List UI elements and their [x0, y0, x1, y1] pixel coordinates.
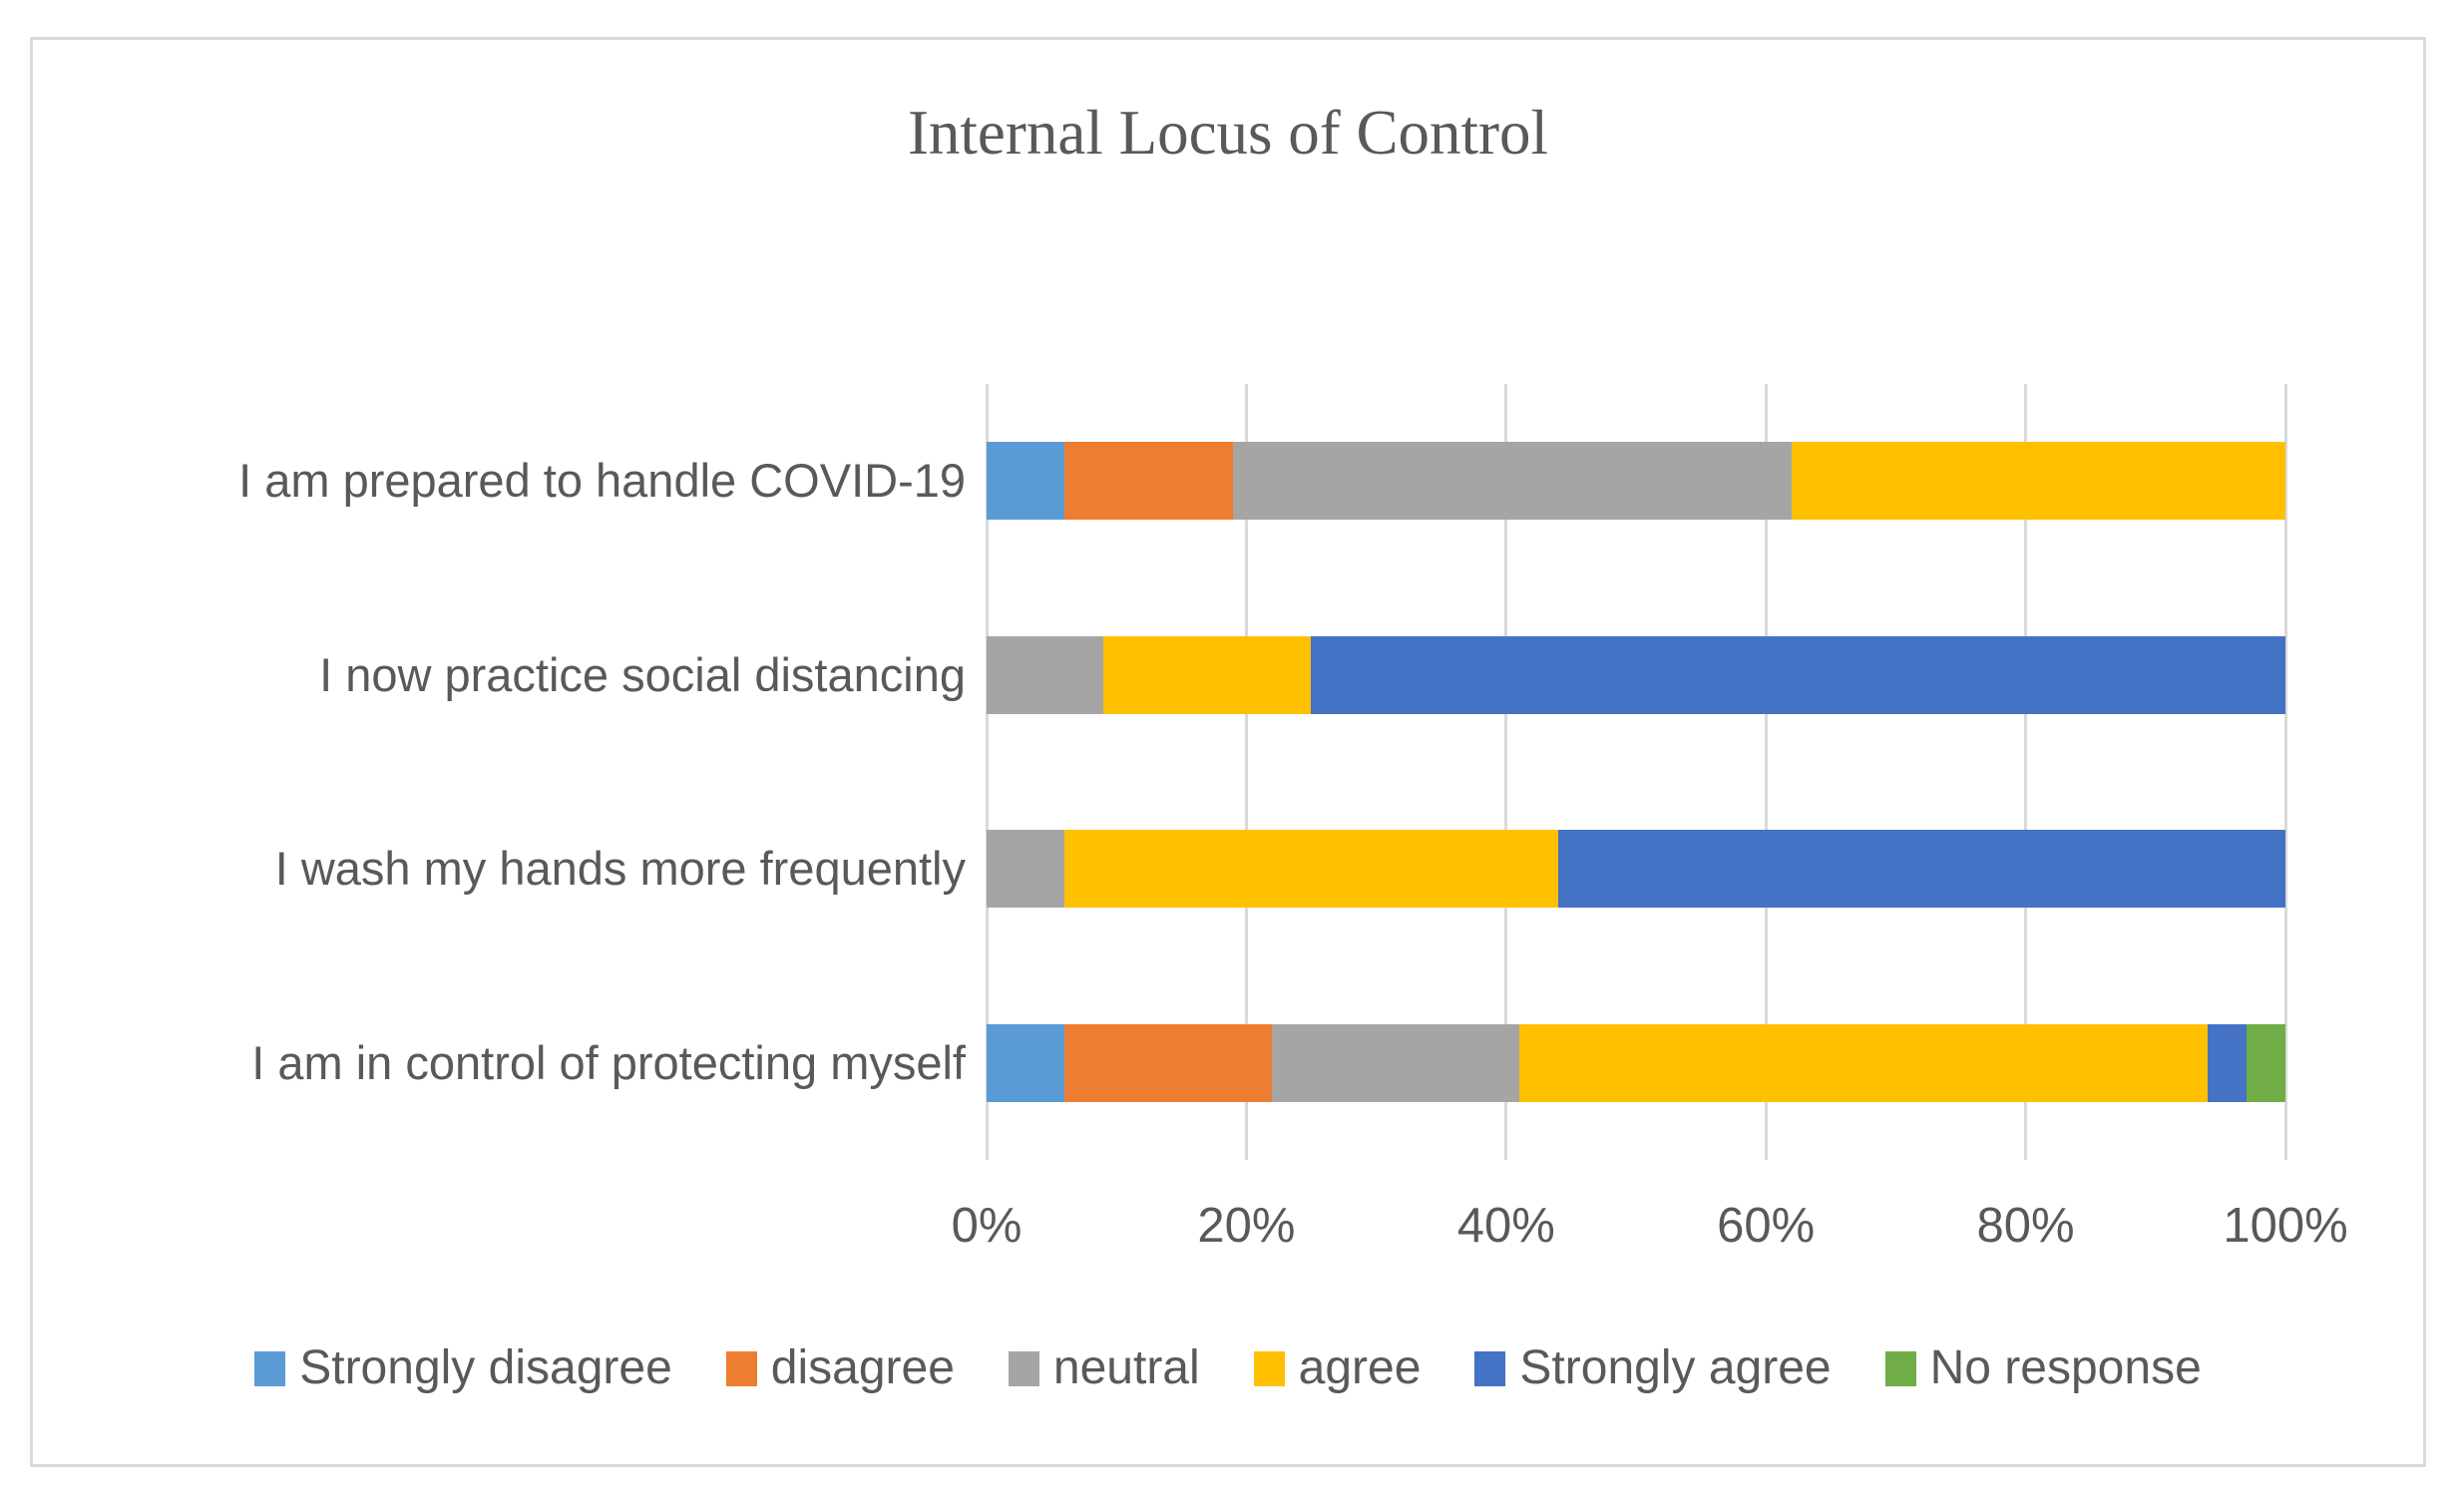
legend-item-agree: agree [1253, 1341, 1422, 1394]
category-label: I am in control of protecting myself [251, 1035, 966, 1089]
chart-title: Internal Locus of Control [907, 98, 1549, 168]
legend-label: Strongly disagree [299, 1341, 672, 1394]
x-tick-label: 40% [1456, 1199, 1555, 1253]
category-label: I wash my hands more frequently [274, 842, 966, 896]
bar-segment-strongly-disagree [987, 442, 1065, 521]
bar-row [987, 966, 2285, 1161]
category-labels: I am prepared to handle COVID-19 I now pr… [43, 384, 966, 1160]
stacked-bar [987, 442, 2285, 521]
bar-segment-disagree [1064, 1023, 1273, 1102]
bar-segment-agree [1103, 635, 1312, 714]
legend-item-no-response: No response [1884, 1341, 2202, 1394]
legend-label: neutral [1052, 1341, 1200, 1394]
legend-item-disagree: disagree [725, 1341, 955, 1394]
gridline-80 [2024, 384, 2028, 1160]
chart-figure: Internal Locus of Control I am prepared … [30, 37, 2426, 1467]
bar-segment-strongly-agree [1311, 635, 2285, 714]
bar-segment-agree [1064, 830, 1558, 909]
x-axis: 0% 20% 40% 60% 80% 100% [952, 1199, 2348, 1262]
x-tick-label: 60% [1717, 1199, 1816, 1253]
legend-swatch-agree [1253, 1350, 1285, 1386]
bar-segment-strongly-agree [1557, 830, 2285, 909]
legend-swatch-strongly-agree [1474, 1350, 1506, 1386]
bar-segment-agree [1518, 1023, 2208, 1102]
gridline-0 [985, 384, 989, 1160]
bar-rows [987, 384, 2285, 1160]
legend-label: disagree [770, 1341, 955, 1394]
legend: Strongly disagree disagree neutral agree Str… [33, 1344, 2423, 1392]
bar-segment-strongly-agree [2207, 1023, 2247, 1102]
gridline-40 [1504, 384, 1508, 1160]
bar-segment-neutral [1233, 442, 1793, 521]
gridline-60 [1764, 384, 1768, 1160]
bar-row [987, 384, 2285, 578]
bar-segment-neutral [1272, 1023, 1519, 1102]
category-label: I now practice social distancing [319, 647, 966, 701]
bar-segment-neutral [987, 635, 1104, 714]
bar-segment-agree [1792, 442, 2285, 521]
bar-segment-strongly-disagree [987, 1023, 1065, 1102]
legend-label: agree [1298, 1341, 1422, 1394]
stacked-bar [987, 1023, 2285, 1102]
bar-segment-disagree [1064, 442, 1234, 521]
legend-swatch-strongly-disagree [254, 1350, 286, 1386]
x-tick-label: 100% [2223, 1199, 2348, 1253]
bar-row [987, 772, 2285, 966]
plot-area [985, 384, 2287, 1160]
legend-item-neutral: neutral [1008, 1341, 1200, 1394]
legend-label: Strongly agree [1519, 1341, 1832, 1394]
x-tick-label: 0% [951, 1199, 1023, 1253]
legend-item-strongly-disagree: Strongly disagree [254, 1344, 672, 1392]
gridline-20 [1244, 384, 1248, 1160]
bar-segment-no-response [2246, 1023, 2285, 1102]
bar-segment-neutral [987, 830, 1065, 909]
gridline-100 [2283, 384, 2287, 1160]
legend-swatch-disagree [725, 1350, 757, 1386]
category-label: I am prepared to handle COVID-19 [238, 454, 966, 508]
x-tick-label: 20% [1197, 1199, 1296, 1253]
legend-swatch-no-response [1884, 1350, 1916, 1386]
stacked-bar [987, 635, 2285, 714]
legend-label: No response [1929, 1341, 2202, 1394]
legend-swatch-neutral [1008, 1350, 1039, 1386]
bar-row [987, 578, 2285, 773]
stacked-bar [987, 830, 2285, 909]
legend-item-strongly-agree: Strongly agree [1474, 1341, 1832, 1394]
x-tick-label: 80% [1976, 1199, 2075, 1253]
